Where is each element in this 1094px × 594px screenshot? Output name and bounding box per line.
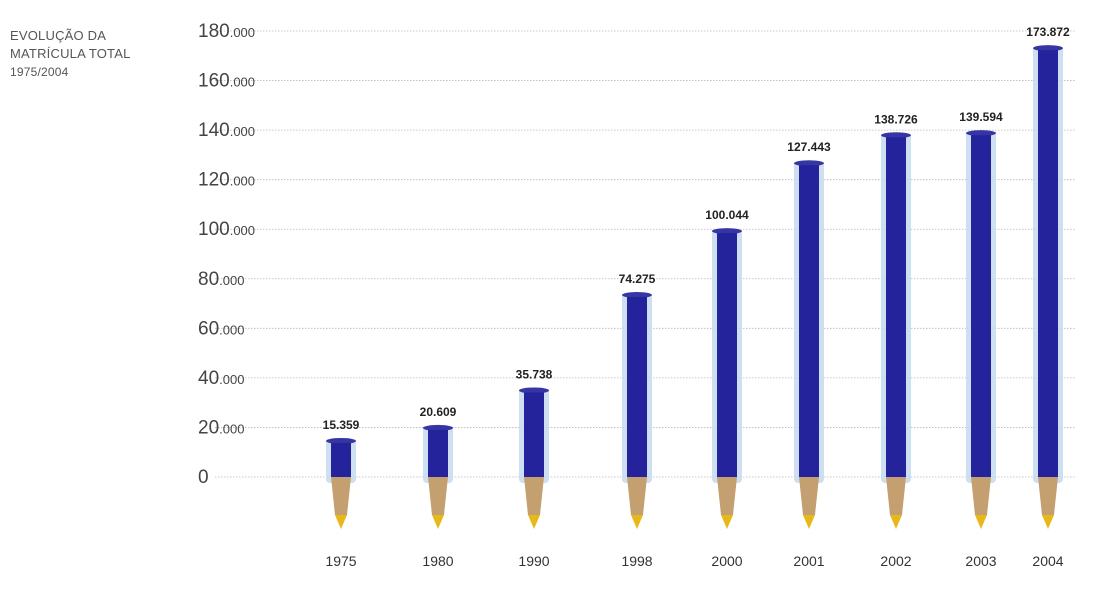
chart-title-line3: 1975/2004 bbox=[10, 65, 69, 79]
pencil-tip bbox=[1038, 477, 1058, 515]
pencil-tip bbox=[627, 477, 647, 515]
bar-2003: 139.594 bbox=[959, 110, 1003, 529]
x-tick-label: 2000 bbox=[711, 553, 742, 569]
chart-title-line1: EVOLUÇÃO DA bbox=[10, 28, 107, 43]
bar bbox=[1038, 50, 1058, 477]
pencil-point bbox=[803, 515, 815, 529]
bar bbox=[886, 137, 906, 477]
pencil-point bbox=[721, 515, 733, 529]
y-tick-label: 20.000 bbox=[198, 417, 244, 438]
bar-cap bbox=[423, 424, 453, 431]
bar-1980: 20.609 bbox=[420, 405, 457, 529]
y-tick-label: 140.000 bbox=[198, 120, 255, 141]
bar-2002: 138.726 bbox=[874, 112, 918, 529]
pencil-tip bbox=[717, 477, 737, 515]
bar bbox=[331, 442, 351, 477]
pencil-tip bbox=[524, 477, 544, 515]
pencil-point bbox=[528, 515, 540, 529]
bar-cap bbox=[794, 160, 824, 167]
x-tick-label: 1990 bbox=[518, 553, 549, 569]
x-tick-label: 1998 bbox=[621, 553, 652, 569]
y-tick-label: 40.000 bbox=[198, 368, 244, 389]
bar-2004: 173.872 bbox=[1026, 25, 1070, 529]
pencil-point bbox=[335, 515, 347, 529]
pencil-point bbox=[432, 515, 444, 529]
data-label: 138.726 bbox=[874, 112, 918, 126]
pencil-point bbox=[1042, 515, 1054, 529]
pencil-tip bbox=[971, 477, 991, 515]
x-tick-label: 2001 bbox=[793, 553, 824, 569]
bar-cap bbox=[519, 387, 549, 394]
data-label: 139.594 bbox=[959, 110, 1003, 124]
y-tick-label: 160.000 bbox=[198, 71, 255, 92]
bar-cap bbox=[966, 130, 996, 137]
bar bbox=[717, 233, 737, 477]
data-label: 15.359 bbox=[323, 418, 360, 432]
y-axis: 0 20.000 40.000 60.000 80.000 100.000 120.000 1… bbox=[198, 21, 255, 488]
bar-1998: 74.275 bbox=[619, 272, 656, 529]
bar-cap bbox=[1033, 45, 1063, 52]
bar-cap bbox=[881, 132, 911, 139]
x-tick-label: 2003 bbox=[965, 553, 996, 569]
bar bbox=[524, 392, 544, 477]
bar bbox=[428, 429, 448, 477]
x-tick-label: 2004 bbox=[1032, 553, 1063, 569]
y-tick-label: 120.000 bbox=[198, 170, 255, 191]
x-axis: 1975 1980 1990 1998 2000 2001 2002 2003 2004 bbox=[325, 553, 1063, 569]
bar-2000: 100.044 bbox=[705, 208, 749, 529]
pencil-point bbox=[975, 515, 987, 529]
bar-1990: 35.738 bbox=[516, 367, 553, 529]
pencil-tip bbox=[886, 477, 906, 515]
bar bbox=[971, 135, 991, 477]
pencil-tip bbox=[331, 477, 351, 515]
chart-title-line2: MATRÍCULA TOTAL bbox=[10, 46, 131, 61]
chart-title: EVOLUÇÃO DA MATRÍCULA TOTAL 1975/2004 bbox=[10, 27, 131, 81]
bars: 15.359 20.609 35.738 74.275 100.044 127.443 13… bbox=[323, 25, 1070, 529]
y-tick-label: 60.000 bbox=[198, 318, 244, 339]
x-tick-label: 2002 bbox=[880, 553, 911, 569]
x-tick-label: 1975 bbox=[325, 553, 356, 569]
data-label: 35.738 bbox=[516, 367, 553, 381]
data-label: 100.044 bbox=[705, 208, 749, 222]
x-tick-label: 1980 bbox=[422, 553, 453, 569]
data-label: 127.443 bbox=[787, 140, 831, 154]
bar-cap bbox=[326, 437, 356, 444]
pencil-tip bbox=[428, 477, 448, 515]
bar-cap bbox=[712, 228, 742, 235]
bar bbox=[627, 296, 647, 477]
bar-1975: 15.359 bbox=[323, 418, 360, 529]
bar-2001: 127.443 bbox=[787, 140, 831, 529]
bar bbox=[799, 165, 819, 478]
data-label: 173.872 bbox=[1026, 25, 1070, 39]
y-tick-label: 0 bbox=[198, 467, 209, 488]
bar-cap bbox=[622, 291, 652, 298]
pencil-tip bbox=[799, 477, 819, 515]
y-tick-label: 80.000 bbox=[198, 269, 244, 290]
data-label: 74.275 bbox=[619, 272, 656, 286]
y-tick-label: 100.000 bbox=[198, 219, 255, 240]
data-label: 20.609 bbox=[420, 405, 457, 419]
pencil-point bbox=[890, 515, 902, 529]
y-tick-label: 180.000 bbox=[198, 21, 255, 42]
pencil-point bbox=[631, 515, 643, 529]
